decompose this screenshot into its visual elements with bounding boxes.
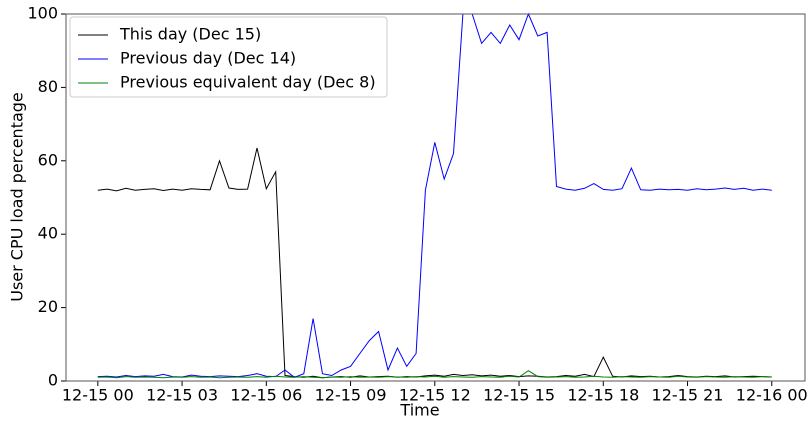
series-line xyxy=(97,370,772,379)
legend-label: Previous equivalent day (Dec 8) xyxy=(120,73,376,92)
x-tick-label: 12-15 09 xyxy=(315,386,387,405)
plot-frame xyxy=(65,13,806,382)
x-tick-label: 12-15 18 xyxy=(567,386,639,405)
legend-box xyxy=(69,16,388,98)
x-tick-label: 12-15 12 xyxy=(399,386,471,405)
y-tick-label: 80 xyxy=(38,77,58,96)
legend-label: This day (Dec 15) xyxy=(119,25,261,44)
x-tick-label: 12-15 03 xyxy=(146,386,218,405)
x-tick-label: 12-15 06 xyxy=(230,386,302,405)
x-tick-label: 12-15 21 xyxy=(652,386,724,405)
x-axis-label: Time xyxy=(399,401,439,420)
series-line xyxy=(97,147,772,379)
y-tick-label: 40 xyxy=(38,224,58,243)
y-axis-label: User CPU load percentage xyxy=(8,92,27,302)
x-tick-label: 12-15 15 xyxy=(483,386,555,405)
y-tick-label: 100 xyxy=(27,4,58,23)
x-tick-label: 12-15 00 xyxy=(62,386,134,405)
y-tick-label: 20 xyxy=(38,297,58,316)
x-tick-label: 12-16 00 xyxy=(736,386,808,405)
y-tick-label: 0 xyxy=(48,371,58,390)
y-tick-label: 60 xyxy=(38,150,58,169)
legend-label: Previous day (Dec 14) xyxy=(120,49,296,68)
